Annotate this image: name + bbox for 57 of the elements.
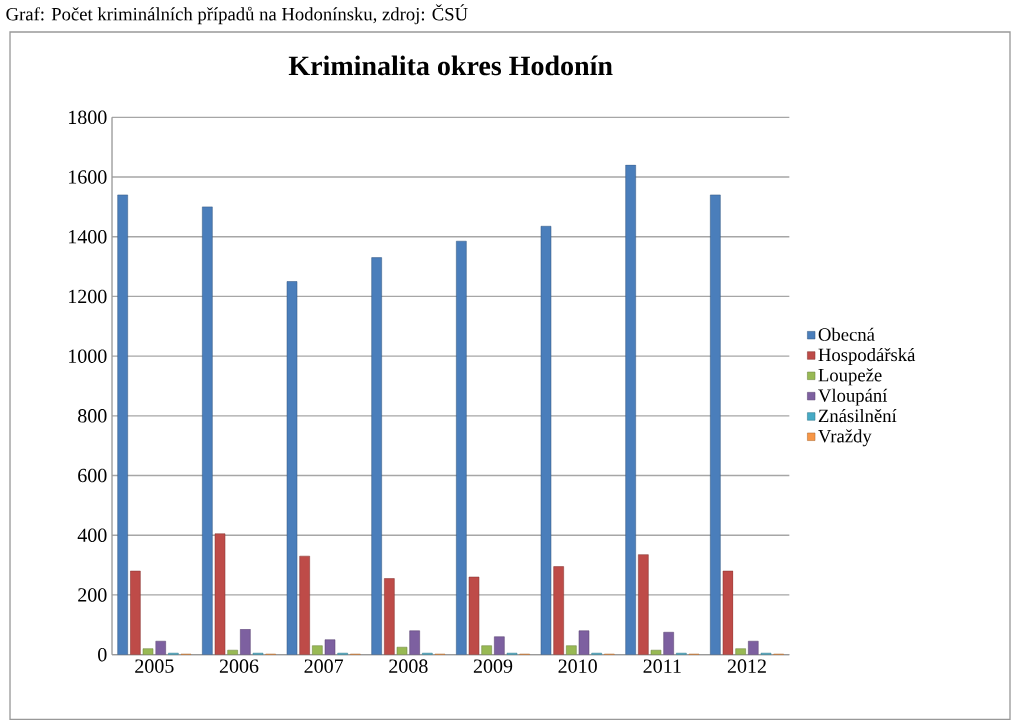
bar: [578, 630, 590, 655]
bar: [566, 645, 577, 655]
y-tick-label: 400: [77, 528, 107, 542]
bar: [324, 639, 336, 655]
bar: [396, 646, 408, 655]
bar: [202, 206, 213, 655]
legend-label: Hospodářská: [818, 348, 916, 365]
legend-label: Loupeže: [818, 368, 882, 386]
y-tick-label: 1600: [69, 170, 107, 184]
bar: [214, 533, 226, 655]
bar: [117, 194, 128, 655]
bar: [553, 566, 564, 655]
bar: [299, 555, 310, 655]
bar: [240, 629, 251, 655]
y-tick-label: 200: [78, 588, 107, 602]
x-tick-label: 2005: [135, 659, 174, 673]
bar: [481, 645, 492, 655]
bar: [638, 554, 649, 655]
legend-label: Obecná: [818, 327, 875, 341]
x-tick-label: 2011: [643, 659, 681, 673]
x-tick-label: 2006: [219, 659, 259, 673]
chart-title: Kriminalita okres Hodonín: [288, 55, 613, 76]
y-tick-label: 1000: [69, 349, 107, 363]
bar: [409, 630, 420, 655]
y-tick-label: 1200: [69, 289, 107, 304]
bar: [494, 636, 505, 655]
legend-label: Vraždy: [818, 429, 872, 447]
bar: [722, 570, 734, 655]
bar: [748, 640, 759, 655]
text: Graf: Počet kriminálních případů na Hodonínsku, zdroj: ČSÚ: [6, 4, 468, 25]
bar: [663, 631, 674, 655]
bar: [312, 645, 323, 655]
bar: [625, 164, 636, 655]
bar: [130, 570, 141, 655]
y-tick-label: 800: [78, 409, 107, 423]
x-tick-label: 2007: [304, 659, 344, 673]
legend-label: Znásilnění: [818, 408, 897, 423]
bar: [735, 648, 746, 655]
bar: [371, 257, 382, 655]
x-tick-label: 2009: [473, 659, 513, 673]
x-tick-label: 2010: [558, 659, 597, 673]
bar: [384, 578, 395, 655]
y-tick-label: 600: [78, 468, 107, 483]
y-tick-label: 0: [98, 647, 107, 662]
x-tick-label: 2012: [727, 659, 766, 673]
bar: [286, 281, 298, 655]
bar: [155, 640, 166, 655]
bar: [142, 648, 154, 655]
bar: [468, 576, 480, 655]
y-tick-label: 1800: [69, 110, 107, 125]
bar: [650, 649, 662, 655]
x-tick-label: 2008: [389, 659, 428, 673]
bar: [540, 226, 552, 655]
bar: [710, 194, 721, 655]
bar: [456, 240, 467, 655]
legend-label: Vloupání: [818, 388, 888, 406]
y-tick-label: 1400: [69, 229, 107, 244]
